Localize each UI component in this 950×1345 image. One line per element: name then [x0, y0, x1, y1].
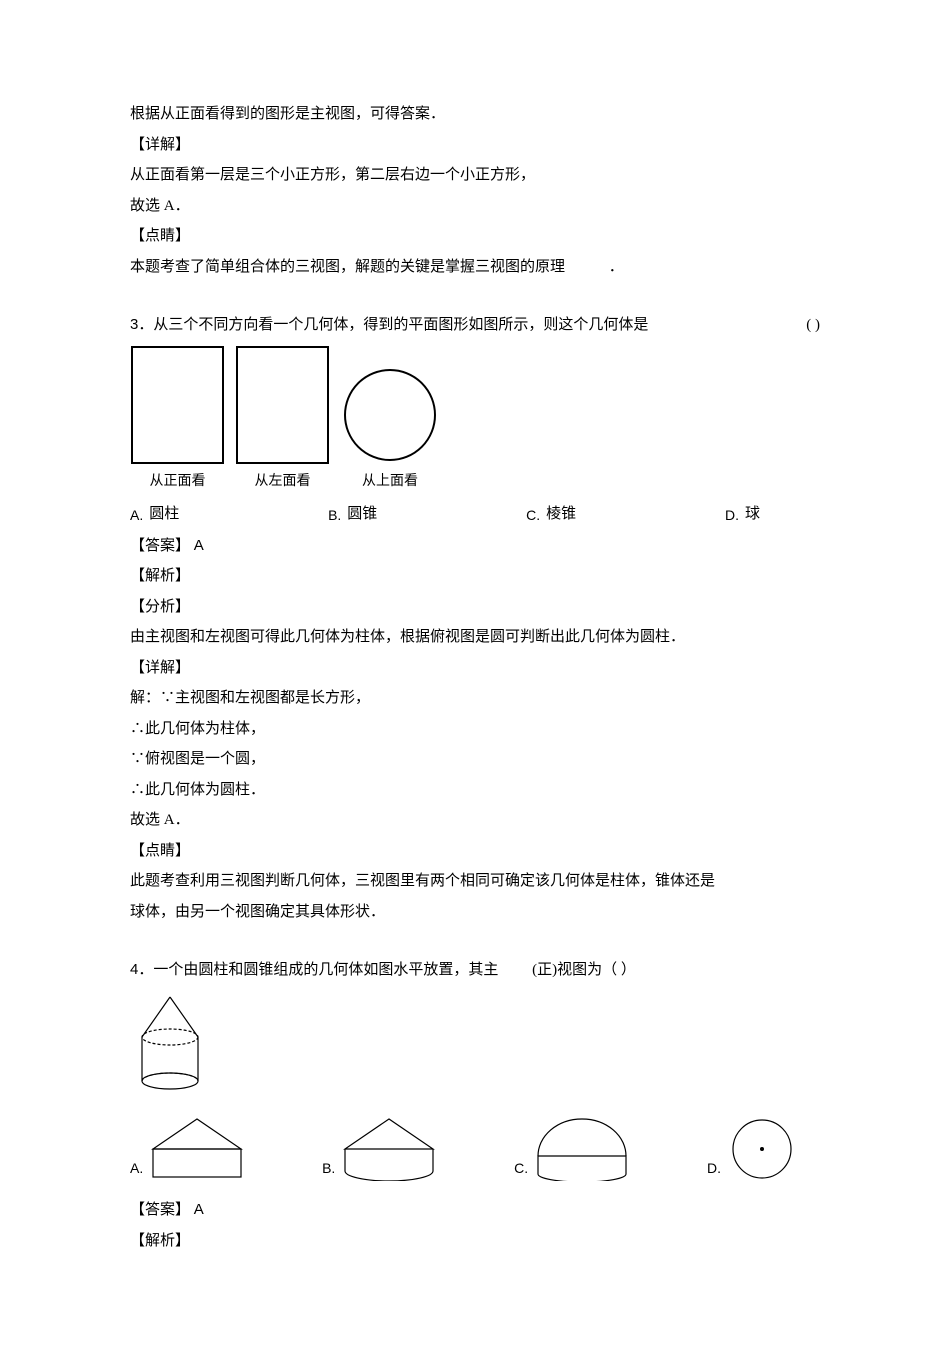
q4-option-b: B. — [322, 1116, 439, 1181]
q3-option-d-letter: D. — [725, 502, 739, 529]
q3-option-d-text: 球 — [745, 500, 760, 529]
q3-fenxi-text: 由主视图和左视图可得此几何体为柱体，根据俯视图是圆可判断出此几何体为圆柱． — [130, 623, 820, 652]
q3-answer-value: A — [194, 537, 204, 554]
q4-shape-c-svg — [532, 1116, 632, 1181]
front-view-box: 从正面看 — [130, 345, 225, 496]
front-view-label: 从正面看 — [150, 469, 206, 496]
q4-option-b-letter: B. — [322, 1155, 335, 1182]
q4-shape-d-svg — [725, 1116, 800, 1181]
q3-detail-4: ∴此几何体为圆柱． — [130, 776, 820, 805]
q4-option-d-letter: D. — [707, 1155, 721, 1182]
top-view-label: 从上面看 — [362, 469, 418, 496]
q3-answer: 【答案】 A — [130, 532, 820, 561]
q3-option-b-letter: B. — [328, 502, 341, 529]
q3-views: 从正面看 从左面看 从上面看 — [130, 345, 820, 496]
left-view-label: 从左面看 — [255, 469, 311, 496]
intro-line-2: 从正面看第一层是三个小正方形，第二层右边一个小正方形， — [130, 161, 820, 190]
q3-option-b-text: 圆锥 — [347, 500, 377, 529]
q3-option-a: A. 圆柱 — [130, 500, 179, 529]
q4-option-a-letter: A. — [130, 1155, 143, 1182]
q3-option-b: B. 圆锥 — [328, 500, 377, 529]
q3-point-label: 【点睛】 — [130, 837, 820, 866]
q4-option-c: C. — [514, 1116, 632, 1181]
q4-answer-label: 【答案】 — [130, 1202, 190, 1218]
q3-text: 从三个不同方向看一个几何体，得到的平面图形如图所示，则这个几何体是 — [153, 317, 648, 333]
q3-detail-label: 【详解】 — [130, 654, 820, 683]
q4-tail: (正)视图为（ ） — [532, 962, 636, 978]
q3-fenxi-label: 【分析】 — [130, 593, 820, 622]
q3-option-a-text: 圆柱 — [149, 500, 179, 529]
top-view-box: 从上面看 — [340, 345, 440, 496]
q4-solid-svg — [130, 993, 210, 1098]
q3-detail-3: ∵俯视图是一个圆， — [130, 745, 820, 774]
q3-option-c: C. 棱锥 — [526, 500, 576, 529]
q3-detail-1: 解：∵主视图和左视图都是长方形， — [130, 684, 820, 713]
q4-analysis-label: 【解析】 — [130, 1227, 820, 1256]
intro-line-4-period: ． — [609, 259, 624, 275]
q3-paren: ( ) — [806, 311, 820, 340]
q3-number: 3． — [130, 316, 153, 333]
intro-line-3: 故选 A． — [130, 192, 820, 221]
q4-question: 4．一个由圆柱和圆锥组成的几何体如图水平放置，其主 (正)视图为（ ） — [130, 956, 820, 985]
q3-point-text-1: 此题考查利用三视图判断几何体，三视图里有两个相同可确定该几何体是柱体，锥体还是 — [130, 867, 820, 896]
q4-text: 一个由圆柱和圆锥组成的几何体如图水平放置，其主 — [153, 962, 498, 978]
q4-option-a: A. — [130, 1116, 247, 1181]
q3-question: 3．从三个不同方向看一个几何体，得到的平面图形如图所示，则这个几何体是 ( ) — [130, 311, 820, 340]
q4-answer: 【答案】 A — [130, 1196, 820, 1225]
q4-options-row: A. B. C. D. — [130, 1116, 820, 1181]
left-view-box: 从左面看 — [235, 345, 330, 496]
intro-line-4-text: 本题考查了简单组合体的三视图，解题的关键是掌握三视图的原理 — [130, 259, 565, 275]
q3-conclusion: 故选 A． — [130, 806, 820, 835]
intro-line-4: 本题考查了简单组合体的三视图，解题的关键是掌握三视图的原理 ． — [130, 253, 820, 282]
detail-label: 【详解】 — [130, 131, 820, 160]
q4-shape-b-svg — [339, 1116, 439, 1181]
q3-point-text-2: 球体，由另一个视图确定其具体形状． — [130, 898, 820, 927]
q3-option-a-letter: A. — [130, 502, 143, 529]
q4-answer-value: A — [194, 1201, 204, 1218]
q3-detail-2: ∴此几何体为柱体， — [130, 715, 820, 744]
q3-options-row: A. 圆柱 B. 圆锥 C. 棱锥 D. 球 — [130, 500, 820, 529]
point-label: 【点睛】 — [130, 222, 820, 251]
q3-answer-label: 【答案】 — [130, 538, 190, 554]
q4-number: 4． — [130, 961, 153, 978]
q4-option-d: D. — [707, 1116, 800, 1181]
intro-line-1: 根据从正面看得到的图形是主视图，可得答案． — [130, 100, 820, 129]
q3-analysis-label: 【解析】 — [130, 562, 820, 591]
top-view-svg — [340, 345, 440, 465]
left-view-svg — [235, 345, 330, 465]
q3-option-c-letter: C. — [526, 502, 540, 529]
q3-option-c-text: 棱锥 — [546, 500, 576, 529]
q4-solid-figure — [130, 993, 820, 1109]
front-view-svg — [130, 345, 225, 465]
q4-shape-a-svg — [147, 1116, 247, 1181]
q3-option-d: D. 球 — [725, 500, 760, 529]
q4-option-c-letter: C. — [514, 1155, 528, 1182]
